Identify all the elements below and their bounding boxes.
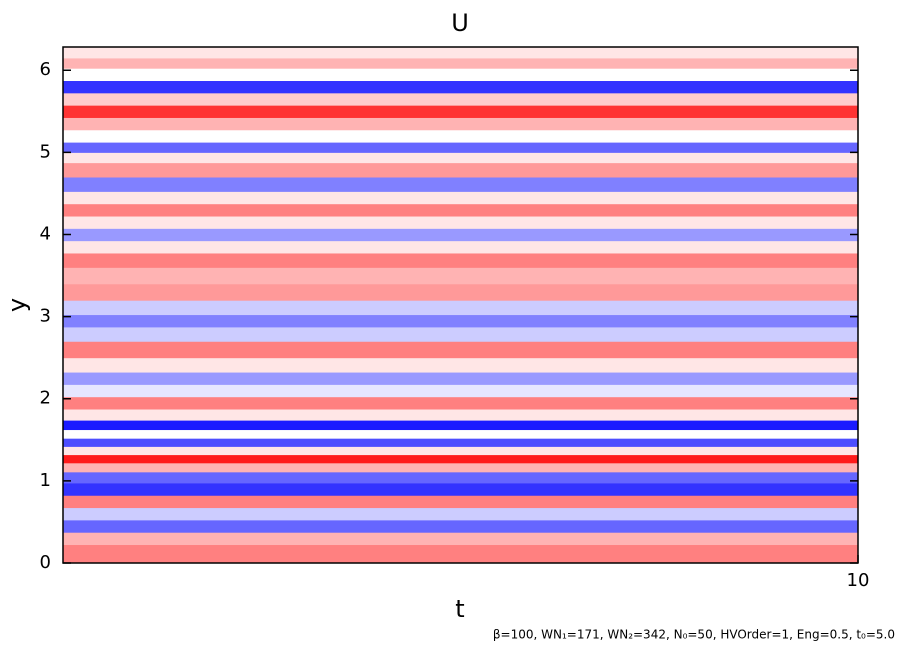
contour-band	[63, 57, 858, 69]
contour-band	[63, 283, 858, 301]
contour-band	[63, 300, 858, 316]
footnote: β=100, WN₁=171, WN₂=342, N₀=50, HVOrder=…	[493, 628, 895, 642]
contour-band	[63, 544, 858, 564]
contour-band	[63, 482, 858, 496]
contour-band	[63, 252, 858, 268]
contour-band	[63, 177, 858, 192]
y-tick-label: 2	[40, 388, 51, 409]
contour-band	[63, 142, 858, 153]
contour-band	[63, 507, 858, 521]
contour-band	[63, 47, 858, 59]
contour-band	[63, 267, 858, 285]
x-tick-label: 10	[847, 570, 870, 591]
contour-band	[63, 117, 858, 131]
contour-band	[63, 438, 858, 447]
contour-band	[63, 228, 858, 242]
contour-band	[63, 326, 858, 342]
contour-band	[63, 314, 858, 328]
contour-band	[63, 129, 858, 143]
chart-title: U	[451, 9, 469, 37]
contour-band	[63, 80, 858, 94]
plot-frame	[62, 46, 859, 564]
contour-band	[63, 532, 858, 546]
contour-band	[63, 92, 858, 106]
contour-band	[63, 384, 858, 398]
y-tick-label: 5	[40, 141, 51, 162]
y-tick-label: 3	[40, 306, 51, 327]
x-axis-label: t	[455, 595, 464, 623]
y-tick-label: 4	[40, 223, 51, 244]
contour-band	[63, 105, 858, 118]
contour-band	[63, 240, 858, 254]
contour-band	[63, 152, 858, 164]
contour-band	[63, 341, 858, 359]
contour-band	[63, 454, 858, 464]
contour-band	[63, 216, 858, 229]
contour-band	[63, 162, 858, 178]
y-axis-label: y	[3, 298, 31, 312]
y-tick-label: 0	[40, 552, 51, 573]
contour-band	[63, 420, 858, 431]
contour-band	[63, 68, 858, 82]
contour-band	[63, 446, 858, 456]
contour-band	[63, 357, 858, 373]
contour-band	[63, 471, 858, 484]
y-tick-label: 6	[40, 59, 51, 80]
contour-band	[63, 396, 858, 410]
contour-band	[63, 462, 858, 473]
contour-band	[63, 519, 858, 533]
contour-band	[63, 372, 858, 385]
contour-band	[63, 495, 858, 509]
contour-band	[63, 409, 858, 421]
contour-band	[63, 203, 858, 217]
contour-band	[63, 429, 858, 439]
contour-band	[63, 191, 858, 205]
y-tick-label: 1	[40, 470, 51, 491]
